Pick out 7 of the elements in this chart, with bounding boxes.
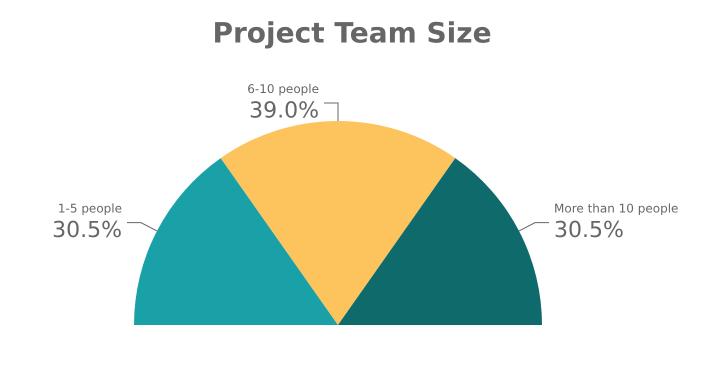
data-label: 39.0% [249, 98, 319, 124]
slice-label: 1-5 people [58, 202, 122, 216]
chart-title: Project Team Size [212, 16, 492, 50]
data-label: 30.5% [554, 218, 624, 244]
slice-label: More than 10 people [554, 202, 678, 216]
slice-label: 6-10 people [247, 82, 319, 96]
data-label: 30.5% [52, 218, 122, 244]
